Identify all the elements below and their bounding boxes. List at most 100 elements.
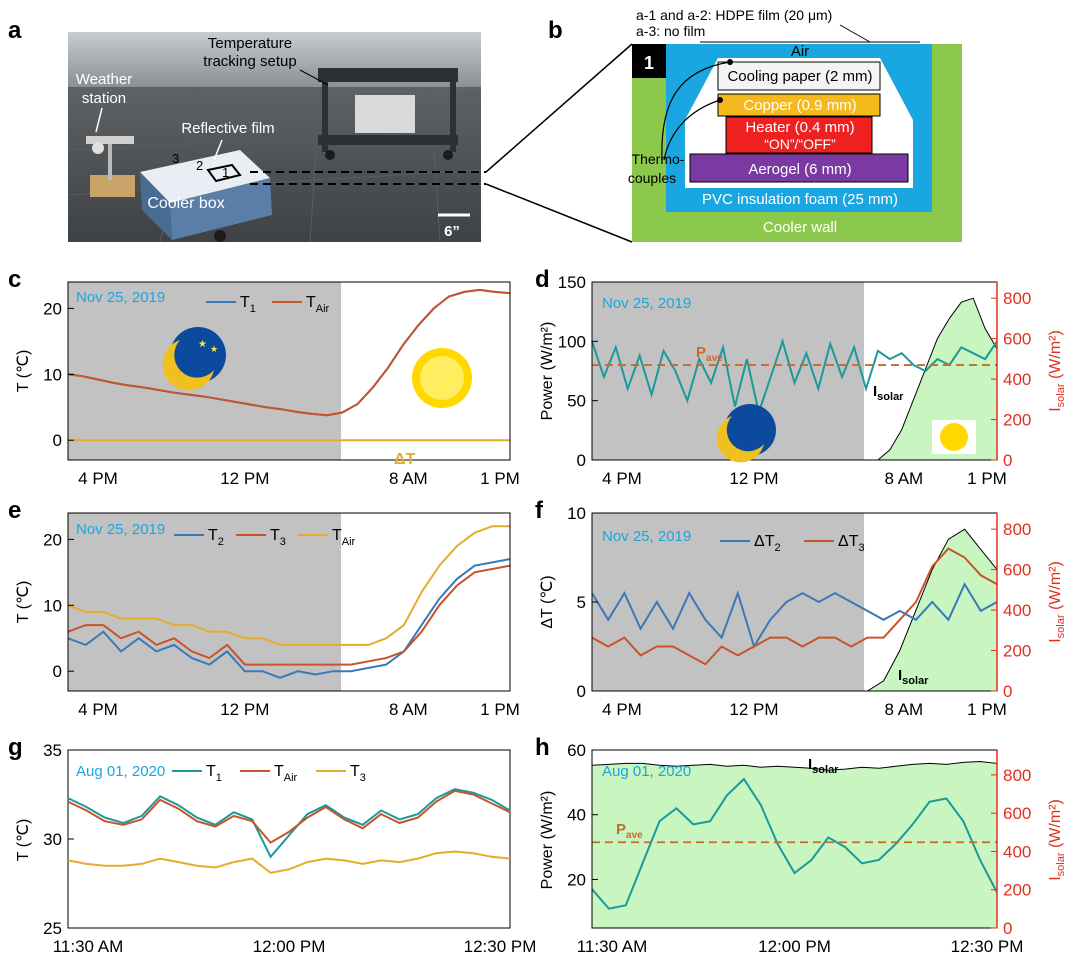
c-xtick-label: 8 AM <box>389 469 428 488</box>
e-series-TAir <box>67 525 510 646</box>
h-xtick-label: 12:30 PM <box>951 937 1024 956</box>
g-xtick-label: 12:00 PM <box>253 937 326 956</box>
label-chamber-3: 3 <box>172 151 179 166</box>
d-isolar: Isolar <box>873 383 904 403</box>
d-y2tick-label: 200 <box>1003 411 1031 430</box>
panel-letter-h: h <box>535 734 550 761</box>
g-series-T1 <box>67 788 511 859</box>
c-ylabel: T (℃) <box>15 350 32 393</box>
g-ylabel: T (℃) <box>15 819 32 862</box>
h-y2tick-label: 800 <box>1003 766 1031 785</box>
d-ytick-label: 100 <box>558 332 586 351</box>
f-legend-dt3: ΔT3 <box>838 533 865 554</box>
h-ytick-label: 20 <box>567 870 586 889</box>
heater-label: Heater (0.4 mm) <box>745 119 854 136</box>
e-series-T2 <box>67 558 511 679</box>
cooling-paper-layer <box>717 61 881 91</box>
heater-state-label: “ON”/“OFF” <box>764 136 836 152</box>
panel-letter-g: g <box>8 734 23 761</box>
cooling-paper-label: Cooling paper (2 mm) <box>727 68 872 85</box>
h-y2tick-label: 200 <box>1003 881 1031 900</box>
c-ytick-label: 10 <box>43 365 62 384</box>
chart-f: 0 5 10 0 200 400 600 800 4 PM 12 PM 8 AM 1 PM Nov 2… <box>539 504 1067 719</box>
e-ytick-label: 0 <box>53 662 62 681</box>
d-ytick-label: 0 <box>577 451 586 470</box>
d-xtick-label: 8 AM <box>884 469 923 488</box>
d-y2label: Isolar (W/m²) <box>1047 330 1067 412</box>
g-legend-tair: TAir <box>274 763 298 784</box>
c-ytick-label: 0 <box>53 431 62 450</box>
panel-letter-f: f <box>535 497 544 524</box>
e-ytick-label: 10 <box>43 596 62 615</box>
g-legend: T1 TAir T3 <box>172 763 366 784</box>
svg-text:★: ★ <box>198 339 207 350</box>
g-ytick-label: 30 <box>43 830 62 849</box>
label-cooler-box: Cooler box <box>147 195 224 212</box>
svg-text:★: ★ <box>210 344 218 354</box>
g-series-TAir <box>67 789 511 844</box>
chart-c: 0 10 20 4 PM 12 PM 8 AM 1 PM Nov 25, 2019 T (℃… <box>15 281 520 488</box>
photo-panel-a: Temperature tracking setup Weather stati… <box>67 32 633 243</box>
pvc-label: PVC insulation foam (25 mm) <box>702 191 898 208</box>
f-y2tick-label: 0 <box>1003 682 1012 701</box>
chamber-number: 1 <box>644 53 654 73</box>
label-weather: Weather <box>76 71 132 88</box>
e-legend-t3: T3 <box>270 527 286 548</box>
d-ylabel: Power (W/m²) <box>539 322 556 421</box>
f-y2tick-label: 200 <box>1003 642 1031 661</box>
sun-icon <box>932 420 976 454</box>
f-legend-dt2: ΔT2 <box>754 533 781 554</box>
c-xtick-label: 1 PM <box>480 469 520 488</box>
g-ytick-label: 25 <box>43 919 62 938</box>
label-station: station <box>82 90 126 107</box>
g-series-T3 <box>67 850 511 874</box>
tracking-cart <box>318 68 458 160</box>
e-legend-tair: TAir <box>332 527 356 548</box>
g-date: Aug 01, 2020 <box>76 763 165 780</box>
g-ytick-label: 35 <box>43 741 62 760</box>
heater-layer <box>725 116 873 154</box>
panel-letter-e: e <box>8 497 21 524</box>
moon-icon <box>716 404 776 463</box>
h-y2tick-label: 400 <box>1003 842 1031 861</box>
f-y2tick-label: 800 <box>1003 520 1031 539</box>
h-y2label: Isolar (W/m²) <box>1047 799 1067 881</box>
label-temperature: Temperature <box>208 35 292 52</box>
h-date: Aug 01, 2020 <box>602 763 691 780</box>
c-dt-label: ΔT <box>394 451 416 468</box>
d-xtick-label: 4 PM <box>602 469 642 488</box>
f-xtick-label: 4 PM <box>602 700 642 719</box>
f-xtick-label: 12 PM <box>729 700 778 719</box>
h-pave: Pave <box>616 821 643 841</box>
sun-icon <box>412 348 472 408</box>
e-legend: T2 T3 TAir <box>174 527 356 548</box>
f-y2label: Isolar (W/m²) <box>1047 561 1067 643</box>
thermocouples-label-2: couples <box>628 170 676 186</box>
h-xtick-label: 11:30 AM <box>577 937 648 956</box>
film-note-1: a-1 and a-2: HDPE film (20 μm) <box>636 7 832 23</box>
e-xtick-label: 1 PM <box>480 700 520 719</box>
c-xtick-label: 4 PM <box>78 469 118 488</box>
f-series-dT3 <box>591 547 998 666</box>
c-xtick-label: 12 PM <box>220 469 269 488</box>
label-chamber-2: 2 <box>196 158 203 173</box>
d-date: Nov 25, 2019 <box>602 295 691 312</box>
e-xtick-label: 12 PM <box>220 700 269 719</box>
h-y2tick-label: 600 <box>1003 804 1031 823</box>
h-y2tick-label: 0 <box>1003 919 1012 938</box>
d-y2tick-label: 400 <box>1003 370 1031 389</box>
f-ytick-label: 5 <box>577 593 586 612</box>
cooler-box <box>140 150 272 242</box>
d-y2tick-label: 600 <box>1003 330 1031 349</box>
f-date: Nov 25, 2019 <box>602 528 691 545</box>
f-y2tick-label: 400 <box>1003 601 1031 620</box>
f-y2tick-label: 600 <box>1003 561 1031 580</box>
h-ytick-label: 40 <box>567 806 586 825</box>
night-shading <box>68 513 341 691</box>
c-legend: T1 TAir <box>206 294 330 315</box>
f-ylabel: ΔT (℃) <box>539 575 556 628</box>
chart-e: 0 10 20 4 PM 12 PM 8 AM 1 PM Nov 25, 2019 T (℃… <box>15 512 520 719</box>
h-isolar: Isolar <box>808 756 839 776</box>
